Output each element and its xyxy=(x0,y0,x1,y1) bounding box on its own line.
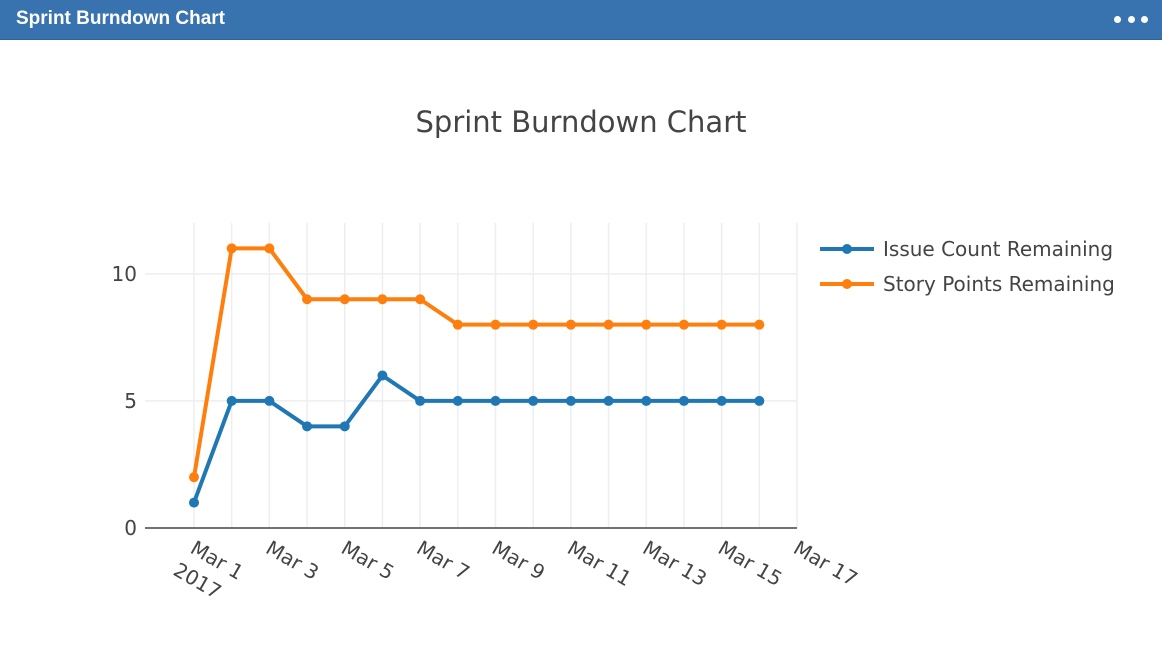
more-options-button[interactable] xyxy=(1114,10,1148,28)
window-title: Sprint Burndown Chart xyxy=(16,8,225,29)
legend[interactable]: Issue Count Remaining Story Points Remain… xyxy=(820,237,1115,296)
legend-item[interactable]: Issue Count Remaining xyxy=(820,237,1113,261)
x-tick-label: Mar 17 xyxy=(790,536,862,592)
data-point[interactable] xyxy=(377,294,388,305)
ellipsis-dot xyxy=(1141,15,1148,23)
data-point[interactable] xyxy=(377,370,388,381)
data-point[interactable] xyxy=(188,497,199,508)
x-tick-label: Mar 9 xyxy=(488,536,549,585)
data-point[interactable] xyxy=(226,243,237,254)
data-point[interactable] xyxy=(678,319,689,330)
series-1 xyxy=(188,243,765,483)
series-line xyxy=(191,373,762,505)
x-tick-label: Mar 15 xyxy=(714,536,786,592)
data-point[interactable] xyxy=(452,395,463,406)
legend-label: Issue Count Remaining xyxy=(883,237,1113,261)
y-tick-label: 10 xyxy=(112,262,137,286)
y-tick-label: 0 xyxy=(124,516,137,540)
data-point[interactable] xyxy=(302,294,313,305)
data-point[interactable] xyxy=(641,395,652,406)
data-point[interactable] xyxy=(490,319,501,330)
data-point[interactable] xyxy=(603,319,614,330)
data-point[interactable] xyxy=(603,395,614,406)
data-point[interactable] xyxy=(415,294,426,305)
data-point[interactable] xyxy=(302,421,313,432)
ellipsis-horizontal-icon xyxy=(1114,15,1121,23)
title-bar: Sprint Burndown Chart xyxy=(0,0,1162,40)
legend-label: Story Points Remaining xyxy=(883,272,1115,296)
data-point[interactable] xyxy=(528,395,539,406)
data-point[interactable] xyxy=(339,294,350,305)
data-point[interactable] xyxy=(641,319,652,330)
x-tick-label: Mar 11 xyxy=(563,536,635,592)
series-layer xyxy=(188,243,765,508)
data-point[interactable] xyxy=(264,243,275,254)
data-point[interactable] xyxy=(490,395,501,406)
legend-marker xyxy=(842,279,852,289)
data-point[interactable] xyxy=(565,319,576,330)
grid-lines xyxy=(145,223,798,528)
series-line xyxy=(191,246,762,480)
x-tick-label: Mar 3 xyxy=(262,536,323,585)
data-point[interactable] xyxy=(226,395,237,406)
data-point[interactable] xyxy=(716,319,727,330)
data-point[interactable] xyxy=(754,395,765,406)
data-point[interactable] xyxy=(716,395,727,406)
x-tick-label: Mar 13 xyxy=(639,536,711,592)
ellipsis-dot xyxy=(1127,15,1135,23)
series-0 xyxy=(188,370,765,508)
data-point[interactable] xyxy=(678,395,689,406)
y-tick-label: 5 xyxy=(124,389,137,413)
data-point[interactable] xyxy=(565,395,576,406)
data-point[interactable] xyxy=(528,319,539,330)
data-point[interactable] xyxy=(415,395,426,406)
x-tick-label: Mar 5 xyxy=(337,536,398,585)
data-point[interactable] xyxy=(264,395,275,406)
legend-item[interactable]: Story Points Remaining xyxy=(820,272,1115,296)
data-point[interactable] xyxy=(339,421,350,432)
data-point[interactable] xyxy=(452,319,463,330)
data-point[interactable] xyxy=(188,472,199,483)
legend-marker xyxy=(842,244,852,254)
data-point[interactable] xyxy=(754,319,765,330)
chart-title: Sprint Burndown Chart xyxy=(416,105,747,139)
chart-panel: Sprint Burndown Chart 0 5 10 Mar 1 2017 Mar 3… xyxy=(0,40,1162,670)
x-tick-label: Mar 7 xyxy=(413,536,474,585)
